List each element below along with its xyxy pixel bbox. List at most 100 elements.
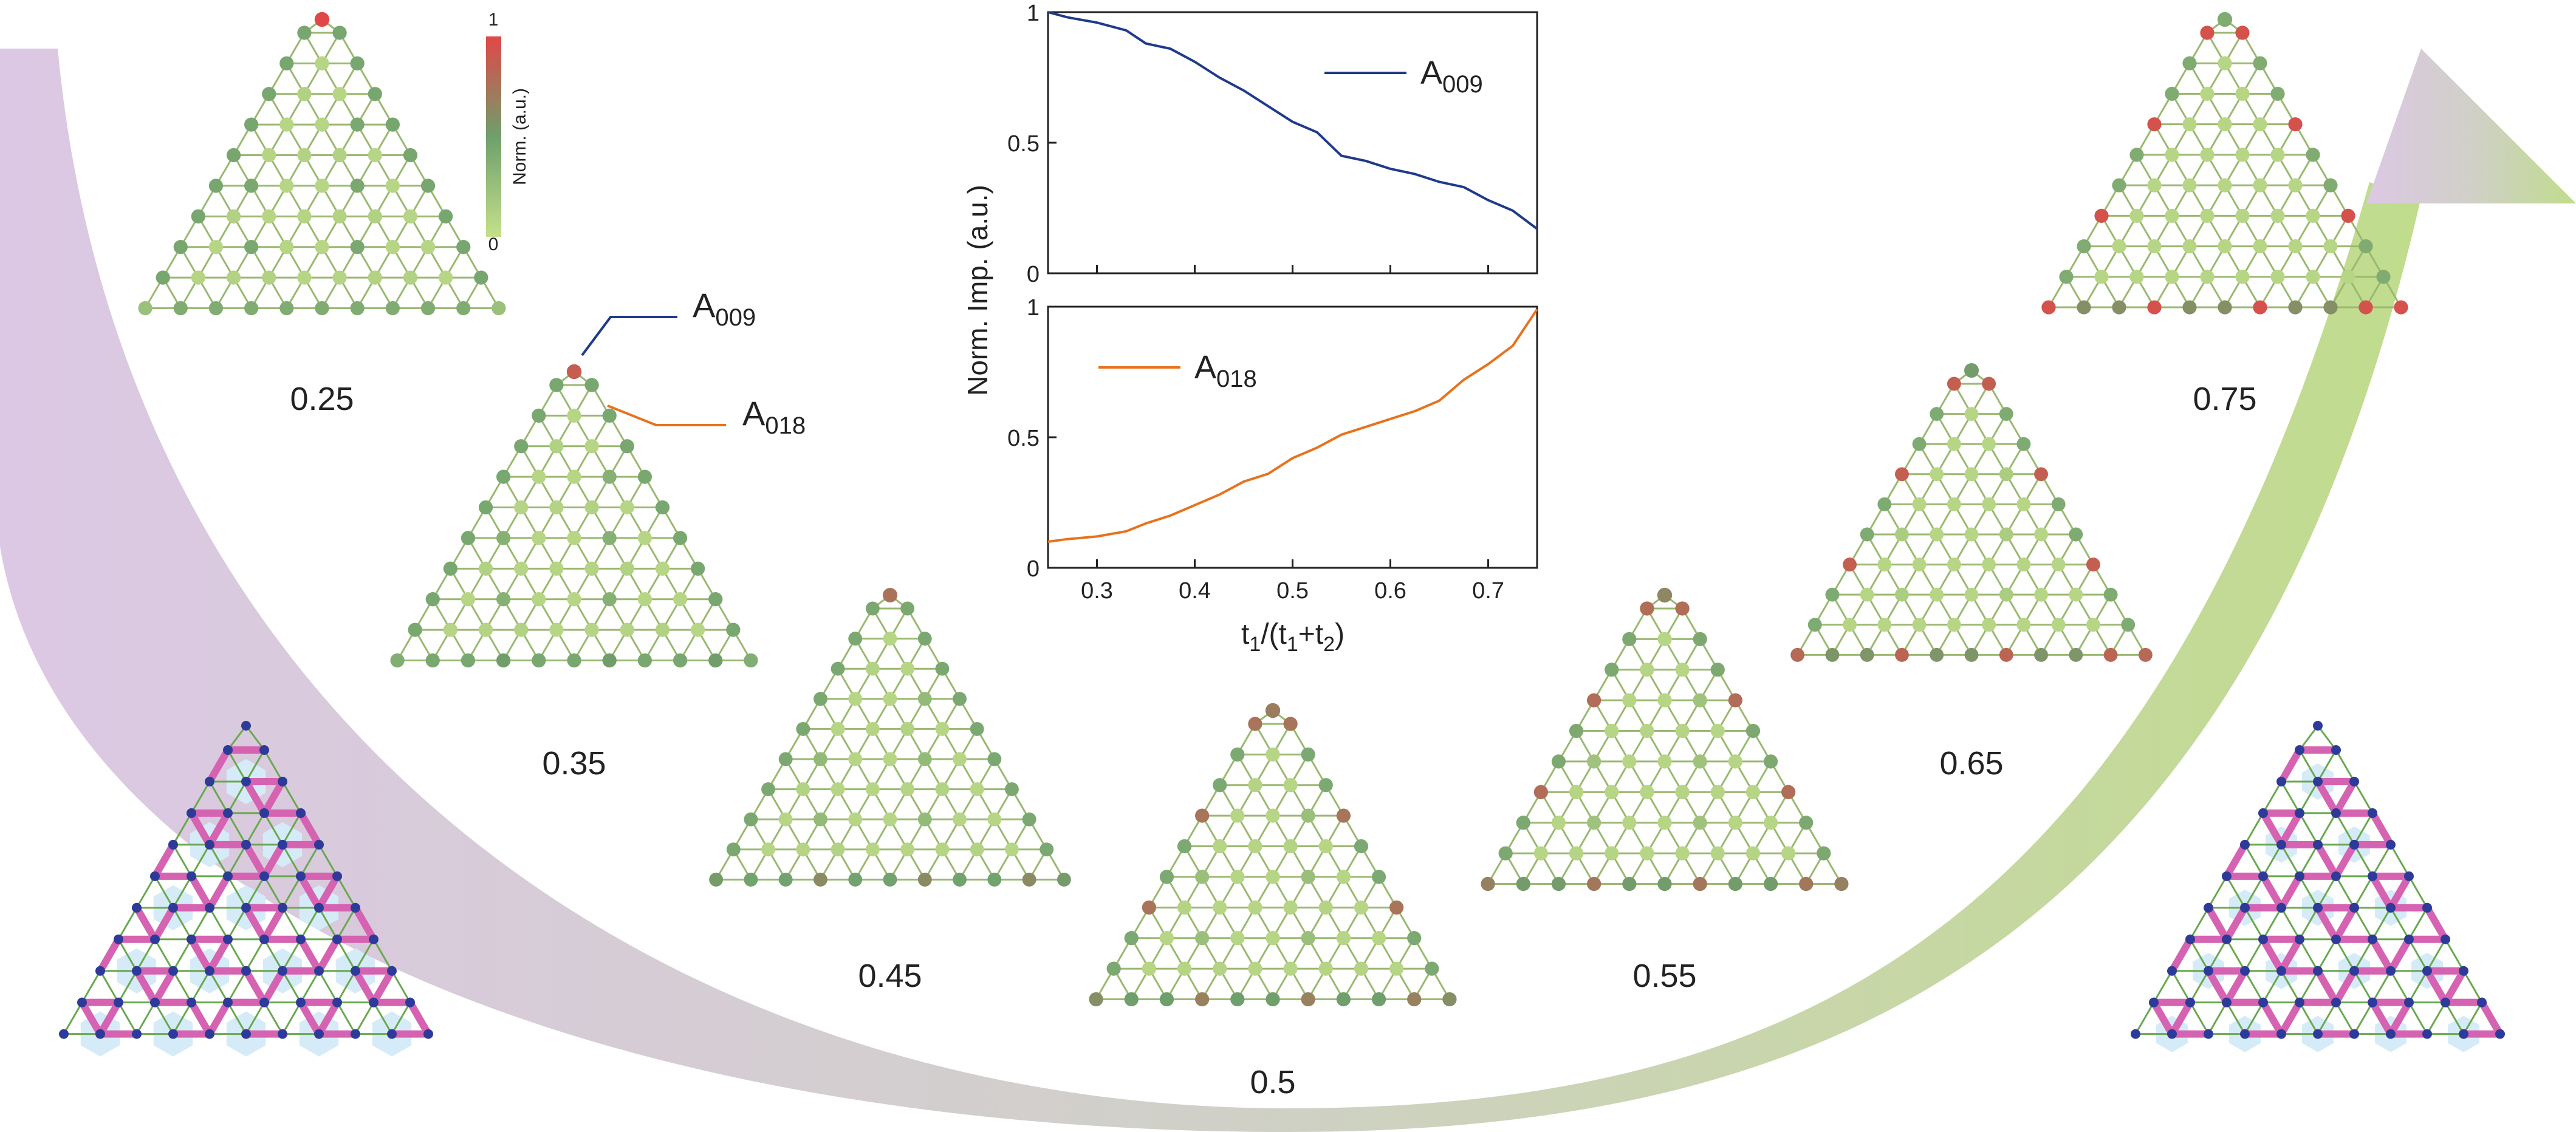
lattice-site [1675, 785, 1690, 799]
bond-site [95, 966, 105, 976]
lattice-site [244, 179, 259, 193]
bond [336, 1001, 357, 1035]
bond [2317, 876, 2337, 909]
bond [151, 969, 177, 1004]
lattice-site [2323, 300, 2338, 315]
bond [2189, 1001, 2210, 1035]
lattice-site [332, 87, 347, 101]
lattice-site [443, 622, 457, 637]
a009-leader-line [581, 316, 677, 356]
lattice-panel: 0.45 [709, 587, 1071, 994]
lattice-site [1248, 778, 1262, 793]
bond [2244, 939, 2264, 972]
bond [2207, 876, 2228, 909]
bond [2168, 937, 2194, 973]
bond [2223, 969, 2249, 1004]
lattice-site [1283, 839, 1298, 854]
lattice-site [1142, 900, 1156, 915]
lattice-site [425, 592, 440, 607]
bond [2332, 969, 2358, 1004]
lattice-site [691, 561, 705, 576]
bond [281, 781, 302, 814]
bond-site [351, 902, 360, 913]
lattice-site [2218, 56, 2232, 70]
bond-site [2240, 966, 2250, 976]
lattice-site [439, 270, 453, 285]
bond-site [2276, 1029, 2286, 1039]
bond-site [187, 871, 196, 881]
lattice-site [1877, 557, 1892, 572]
bond-site [2204, 902, 2213, 913]
bond-site [259, 934, 269, 944]
bond [2189, 970, 2210, 1003]
bond [2317, 1001, 2337, 1035]
bond-site [2331, 997, 2341, 1008]
lattice-site [1964, 407, 1979, 421]
bond-site [369, 997, 379, 1008]
lattice-site [1022, 812, 1036, 827]
lattice-site [1999, 527, 2013, 542]
bond [2387, 1000, 2413, 1036]
bond-site [2295, 934, 2304, 944]
lattice-site [2086, 557, 2100, 572]
lattice-site [1930, 587, 1944, 602]
lattice-site [1106, 961, 1121, 976]
bond-site [223, 808, 233, 818]
lattice-site [637, 592, 652, 607]
bond [281, 813, 302, 845]
lattice-site [726, 842, 741, 857]
lattice-site [496, 531, 511, 545]
bond-site [2240, 1029, 2250, 1039]
lattice-site [226, 270, 241, 285]
bond [2444, 939, 2465, 972]
lattice-site [848, 872, 863, 887]
panel-label: 0.65 [1939, 745, 2003, 782]
lattice-site [831, 721, 845, 736]
lattice-site [2129, 270, 2144, 284]
bond-site [2258, 808, 2268, 818]
bond-site [2222, 997, 2232, 1008]
lattice-site [1834, 876, 1849, 892]
lattice-site [673, 592, 688, 607]
lattice-site [1283, 717, 1298, 731]
lattice-site [900, 661, 915, 676]
bond-site [259, 997, 269, 1008]
bottom-plot-frame [1047, 305, 1538, 569]
lattice-site [390, 653, 405, 668]
bond-site [2222, 934, 2232, 944]
bond [154, 876, 174, 909]
bond [172, 939, 193, 972]
bond-site [2313, 776, 2323, 786]
lattice-site [1781, 846, 1796, 861]
lattice-site [2306, 270, 2320, 284]
lattice-site [2253, 117, 2267, 132]
lattice-site [262, 148, 276, 163]
lattice-site [1248, 961, 1262, 976]
bond [2298, 749, 2319, 782]
bond [2314, 842, 2340, 878]
lattice-site [1657, 876, 1672, 892]
lattice-site [655, 500, 670, 515]
lattice-site [567, 531, 581, 545]
lattice-site [2182, 56, 2197, 70]
lattice-site [900, 601, 915, 616]
lattice-site [1266, 870, 1280, 884]
lattice-site [1825, 647, 1840, 662]
bond [2278, 937, 2303, 973]
lattice-sites [709, 587, 1071, 887]
bond [151, 842, 177, 878]
bond [2280, 907, 2301, 940]
lattice-site [1354, 961, 1369, 976]
lattice-site [1301, 808, 1315, 823]
bond [227, 876, 247, 909]
bond [2332, 779, 2358, 815]
lattice-sites [1089, 703, 1457, 1007]
lattice-site [2200, 26, 2215, 40]
lattice-site [567, 653, 581, 668]
bond [372, 939, 393, 972]
bond [2298, 781, 2319, 814]
bond-site [150, 871, 160, 881]
bond-site [2167, 1029, 2177, 1039]
lattice-site [549, 561, 564, 576]
bond [263, 876, 284, 909]
